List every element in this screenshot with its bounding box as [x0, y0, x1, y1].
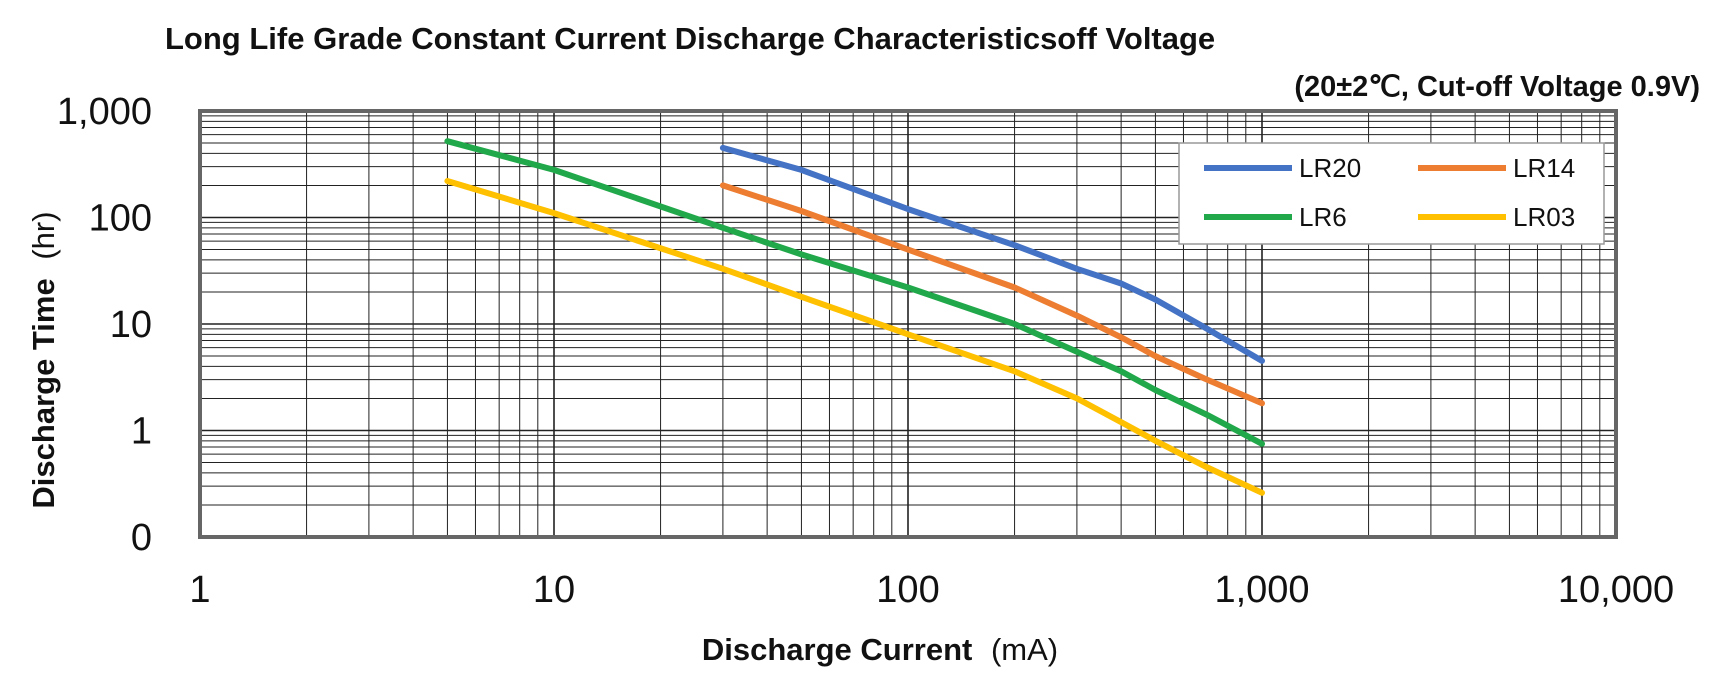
x-axis-label-main: Discharge Current: [702, 632, 972, 667]
y-axis-label: Discharge Time (hr): [26, 211, 61, 508]
chart-title: Long Life Grade Constant Current Dischar…: [165, 21, 1215, 56]
y-axis-label-main: Discharge Time: [26, 278, 61, 508]
series-layer: [444, 138, 1265, 496]
x-tick-label: 1,000: [1214, 569, 1309, 611]
legend: LR20 LR14 LR6 LR03: [1178, 142, 1605, 245]
legend-box: [1178, 142, 1605, 245]
legend-label-lr03: LR03: [1513, 202, 1575, 232]
legend-label-lr6: LR6: [1299, 202, 1347, 232]
y-tick-label: 100: [89, 198, 152, 240]
plot-grid: [199, 111, 1616, 538]
x-tick-label: 10,000: [1558, 569, 1674, 611]
x-axis-label-unit: (mA): [991, 632, 1058, 667]
legend-label-lr20: LR20: [1299, 153, 1361, 183]
y-tick-label: 1: [131, 411, 152, 453]
y-tick-label: 1,000: [57, 91, 152, 133]
series-line-lr14: [719, 182, 1265, 407]
y-axis-label-unit: (hr): [26, 211, 61, 259]
x-axis-label: Discharge Current (mA): [702, 632, 1058, 667]
y-tick-label: 10: [110, 304, 152, 346]
y-tick-label: 0: [131, 517, 152, 559]
plot-frame: [198, 109, 1618, 539]
x-tick-label: 10: [533, 569, 575, 611]
series-line-lr03: [444, 178, 1265, 496]
chart-subtitle: (20±2℃, Cut-off Voltage 0.9V): [1294, 71, 1700, 103]
series-line-lr20: [719, 144, 1265, 364]
series-line-lr6: [444, 138, 1265, 447]
x-tick-label: 1: [189, 569, 210, 611]
legend-label-lr14: LR14: [1513, 153, 1575, 183]
x-tick-label: 100: [876, 569, 939, 611]
x-tick-labels: 1 10 100 1,000 10,000: [189, 569, 1674, 611]
